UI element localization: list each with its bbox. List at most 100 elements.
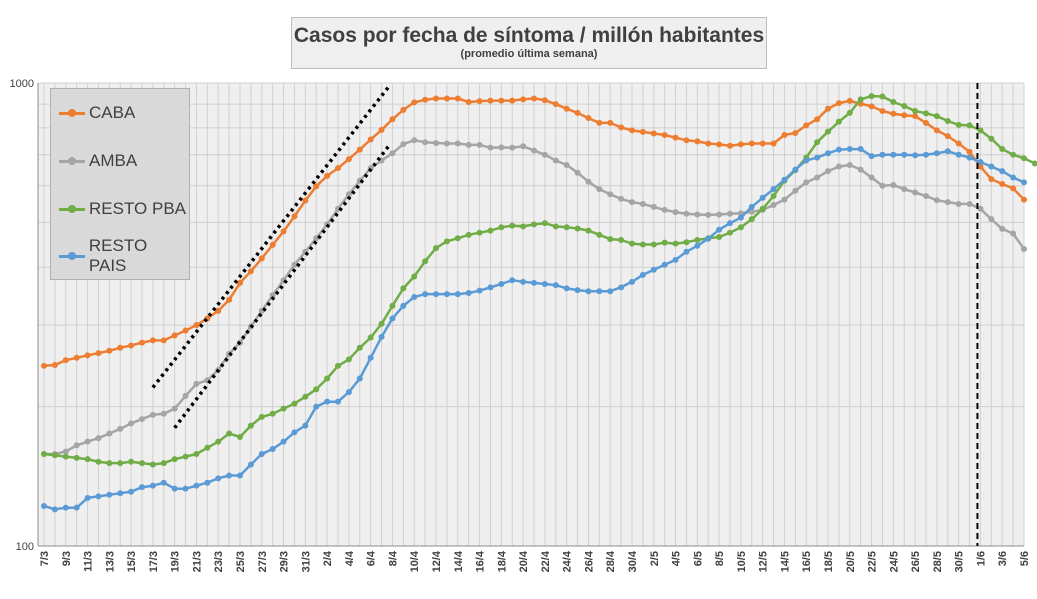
x-tick-label: 11/3 [83, 551, 95, 572]
series-point-caba [944, 133, 951, 140]
series-point-resto-pais [106, 491, 113, 498]
series-point-amba [716, 211, 723, 218]
series-point-amba [62, 448, 69, 455]
series-point-amba [825, 168, 831, 175]
series-point-caba [269, 241, 276, 248]
series-point-caba [73, 354, 80, 361]
series-point-caba [901, 112, 908, 119]
series-point-amba [487, 144, 494, 151]
series-point-resto-pba [618, 237, 625, 244]
series-point-resto-pba [923, 110, 929, 117]
series-point-caba [835, 100, 842, 107]
series-point-resto-pba [933, 113, 940, 120]
series-point-amba [193, 380, 200, 387]
x-tick-label: 8/4 [387, 550, 399, 566]
x-tick-label: 14/5 [779, 551, 791, 572]
series-point-resto-pba [650, 241, 657, 248]
series-point-amba [770, 202, 777, 209]
plot-background [38, 83, 1024, 546]
series-point-resto-pba [400, 285, 407, 292]
x-tick-label: 8/5 [714, 551, 726, 566]
series-point-caba [618, 124, 625, 131]
x-tick-label: 22/4 [540, 550, 552, 572]
series-point-amba [835, 163, 842, 170]
series-point-resto-pba [84, 456, 91, 463]
series-point-caba [966, 148, 973, 155]
series-point-amba [345, 191, 352, 198]
series-point-amba [639, 200, 646, 207]
series-point-caba [117, 344, 124, 351]
series-point-resto-pais [313, 403, 320, 410]
chart-subtitle: (promedio última semana) [460, 48, 598, 60]
series-point-resto-pba [128, 458, 135, 465]
series-point-resto-pais [999, 168, 1006, 175]
series-point-resto-pais [139, 484, 145, 491]
x-tick-label: 1/6 [975, 551, 987, 566]
series-point-amba [596, 186, 603, 193]
y-tick-label: 1000 [10, 78, 34, 90]
series-point-amba [128, 420, 135, 427]
series-point-amba [291, 261, 298, 268]
series-point-caba [335, 165, 341, 172]
series-point-resto-pais [901, 151, 908, 158]
series-point-resto-pba [966, 122, 973, 129]
series-point-resto-pba [1021, 155, 1027, 162]
series-point-resto-pba [901, 102, 908, 109]
series-point-caba [955, 140, 962, 147]
series-point-resto-pais [84, 494, 91, 501]
series-point-amba [585, 178, 592, 185]
series-point-resto-pais [694, 242, 701, 249]
series-point-amba [792, 187, 799, 194]
series-point-caba [345, 156, 352, 163]
series-point-resto-pais [160, 479, 167, 486]
series-point-caba [433, 95, 439, 102]
x-tick-label: 5/6 [1019, 551, 1031, 566]
series-point-caba [759, 140, 766, 147]
series-point-caba [552, 101, 559, 108]
series-point-caba [596, 119, 603, 126]
series-point-amba [476, 141, 483, 148]
series-point-amba [149, 411, 156, 418]
series-point-resto-pais [498, 281, 505, 288]
series-point-resto-pba [51, 452, 58, 459]
series-point-caba [541, 97, 548, 104]
series-point-amba [923, 193, 929, 200]
series-point-resto-pba [999, 146, 1006, 153]
series-point-resto-pba [313, 386, 320, 393]
series-point-amba [465, 141, 472, 148]
series-point-amba [73, 442, 80, 449]
series-point-caba [454, 95, 461, 102]
series-point-resto-pba [988, 135, 995, 142]
series-point-caba [226, 296, 233, 303]
x-tick-label: 16/4 [475, 550, 487, 572]
series-point-resto-pais [51, 506, 58, 513]
series-point-caba [324, 172, 331, 179]
series-point-amba [999, 225, 1006, 232]
series-point-amba [541, 151, 548, 158]
legend-swatch-amba [59, 156, 85, 165]
series-point-caba [95, 350, 102, 357]
x-tick-label: 16/5 [801, 551, 813, 572]
series-point-resto-pba [498, 224, 505, 231]
series-point-resto-pais [454, 291, 461, 298]
series-point-resto-pais [324, 398, 331, 405]
series-point-resto-pba [422, 258, 429, 265]
series-point-resto-pais [171, 485, 178, 492]
legend-label-resto-pba: RESTO PBA [89, 199, 186, 218]
series-point-resto-pba [193, 451, 200, 458]
series-point-resto-pba [857, 96, 864, 103]
series-point-amba [160, 410, 167, 417]
series-point-resto-pais [759, 194, 766, 201]
series-point-resto-pba [258, 413, 265, 420]
series-point-caba [313, 183, 320, 190]
series-point-caba [106, 347, 113, 354]
x-tick-label: 24/4 [562, 550, 574, 572]
series-point-resto-pais [596, 288, 603, 295]
series-point-resto-pais [476, 287, 483, 294]
series-point-resto-pba [324, 375, 331, 382]
series-point-amba [988, 216, 995, 223]
series-point-resto-pba [879, 93, 886, 100]
series-point-amba [955, 200, 962, 207]
trend-line [151, 85, 390, 389]
